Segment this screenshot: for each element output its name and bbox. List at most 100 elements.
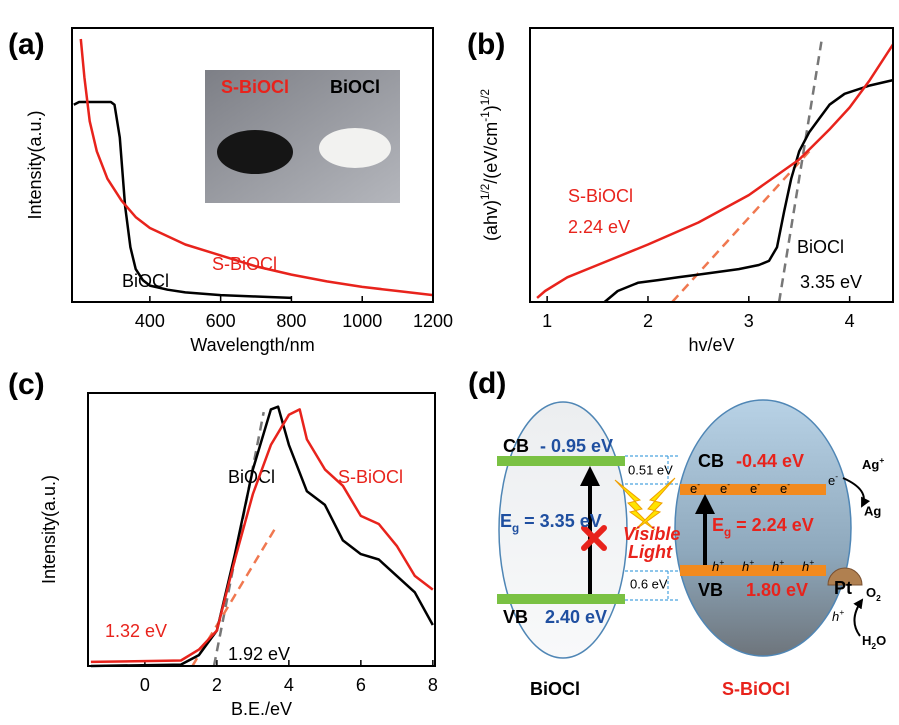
text-part: g bbox=[724, 526, 731, 539]
text-part: O bbox=[866, 585, 876, 600]
reaction-label: O2 bbox=[866, 585, 881, 603]
text-part: H bbox=[862, 633, 871, 648]
band-label: VB bbox=[503, 607, 528, 627]
x-tick-label: 400 bbox=[135, 311, 165, 331]
inset-label: BiOCl bbox=[330, 77, 380, 97]
gap-label: 2.24 eV bbox=[568, 217, 630, 237]
fit-line bbox=[779, 42, 821, 302]
light-label: Light bbox=[628, 542, 673, 562]
text-part: + bbox=[779, 557, 784, 567]
text-part: 2 bbox=[876, 593, 881, 603]
reaction-label: Ag bbox=[864, 503, 881, 518]
text-part: - bbox=[757, 479, 760, 489]
text-part: + bbox=[879, 455, 884, 465]
panel-label: (d) bbox=[468, 367, 506, 400]
band-diagram: (d) CB - 0.95 eV Eg = 3.35 eV VB 2.40 eV… bbox=[468, 367, 886, 699]
text-part: e bbox=[828, 473, 835, 488]
gap-label: 1.32 eV bbox=[105, 621, 167, 641]
band-label: CB bbox=[698, 451, 724, 471]
series-label: BiOCl bbox=[228, 467, 275, 487]
text-part: E bbox=[500, 511, 512, 531]
text-part: g bbox=[512, 522, 519, 535]
plot-frame bbox=[530, 28, 893, 302]
offset-label: 0.6 eV bbox=[630, 576, 668, 591]
panel-label: (b) bbox=[467, 28, 505, 61]
material-name: S-BiOCl bbox=[722, 679, 790, 699]
x-axis-label: B.E./eV bbox=[231, 699, 292, 719]
text-part: + bbox=[719, 557, 724, 567]
text-part: 1/2 bbox=[479, 89, 492, 105]
light-label: Visible bbox=[623, 524, 680, 544]
panel-label: (c) bbox=[8, 368, 45, 401]
band-level: 1.80 eV bbox=[746, 580, 808, 600]
text-part: - bbox=[835, 471, 838, 481]
data-line bbox=[605, 80, 893, 302]
fit-line bbox=[672, 151, 809, 302]
text-part: = 3.35 eV bbox=[519, 511, 602, 531]
text-part: e bbox=[750, 481, 757, 496]
y-axis-label: Intensity(a.u.) bbox=[39, 475, 59, 584]
text-part: E bbox=[712, 515, 724, 535]
x-axis-label: Wavelength/nm bbox=[190, 335, 314, 355]
x-axis-label: hv/eV bbox=[688, 335, 734, 355]
figure: (d) CB - 0.95 eV Eg = 3.35 eV VB 2.40 eV… bbox=[0, 0, 899, 725]
text-part: -1 bbox=[479, 111, 492, 121]
reaction-label: Ag+ bbox=[862, 455, 884, 472]
text-part: O bbox=[876, 633, 886, 648]
data-line bbox=[537, 44, 893, 298]
text-part: Ag bbox=[862, 457, 879, 472]
series-label: S-BiOCl bbox=[212, 254, 277, 274]
x-tick-label: 4 bbox=[284, 675, 294, 695]
text-part: e bbox=[720, 481, 727, 496]
inset-label: S-BiOCl bbox=[221, 77, 289, 97]
x-tick-label: 1 bbox=[542, 311, 552, 331]
text-part: /(eV/cm bbox=[481, 122, 501, 184]
reaction-label: H2O bbox=[862, 633, 886, 651]
text-part: - bbox=[697, 479, 700, 489]
text-part: e bbox=[780, 481, 787, 496]
text-part: e bbox=[690, 481, 697, 496]
x-tick-label: 4 bbox=[845, 311, 855, 331]
reaction-label: h+ bbox=[832, 607, 844, 624]
text-part: + bbox=[749, 557, 754, 567]
x-tick-label: 8 bbox=[428, 675, 438, 695]
x-tick-label: 600 bbox=[206, 311, 236, 331]
x-tick-label: 1200 bbox=[413, 311, 453, 331]
text-part: h bbox=[742, 559, 749, 574]
x-tick-label: 800 bbox=[276, 311, 306, 331]
panel-label: (a) bbox=[8, 28, 45, 61]
y-axis-label: (ahv)1/2/(eV/cm-1)1/2 bbox=[479, 89, 501, 241]
band-level: 2.40 eV bbox=[545, 607, 607, 627]
text-part: h bbox=[772, 559, 779, 574]
offset-label: 0.51 eV bbox=[628, 462, 673, 477]
x-tick-label: 3 bbox=[744, 311, 754, 331]
x-tick-label: 2 bbox=[643, 311, 653, 331]
band-level: -0.44 eV bbox=[736, 451, 804, 471]
y-axis-label: Intensity(a.u.) bbox=[25, 110, 45, 219]
text-part: h bbox=[832, 609, 839, 624]
x-tick-label: 2 bbox=[212, 675, 222, 695]
x-tick-label: 1000 bbox=[342, 311, 382, 331]
text-part: + bbox=[809, 557, 814, 567]
text-part: - bbox=[787, 479, 790, 489]
text-part: = 2.24 eV bbox=[731, 515, 814, 535]
gap-label: 3.35 eV bbox=[800, 272, 862, 292]
text-part: h bbox=[712, 559, 719, 574]
text-part: (ahv) bbox=[481, 200, 501, 241]
series-label: S-BiOCl bbox=[568, 186, 633, 206]
series-label: BiOCl bbox=[797, 237, 844, 257]
x-tick-label: 0 bbox=[140, 675, 150, 695]
gap-label: 1.92 eV bbox=[228, 644, 290, 664]
series-label: S-BiOCl bbox=[338, 467, 403, 487]
band-level: - 0.95 eV bbox=[540, 436, 613, 456]
series-label: BiOCl bbox=[122, 271, 169, 291]
text-part: h bbox=[802, 559, 809, 574]
text-part: - bbox=[727, 479, 730, 489]
material-name: BiOCl bbox=[530, 679, 580, 699]
text-part: + bbox=[839, 607, 844, 617]
cocatalyst: Pt bbox=[834, 578, 852, 598]
band-label: CB bbox=[503, 436, 529, 456]
band-label: VB bbox=[698, 580, 723, 600]
